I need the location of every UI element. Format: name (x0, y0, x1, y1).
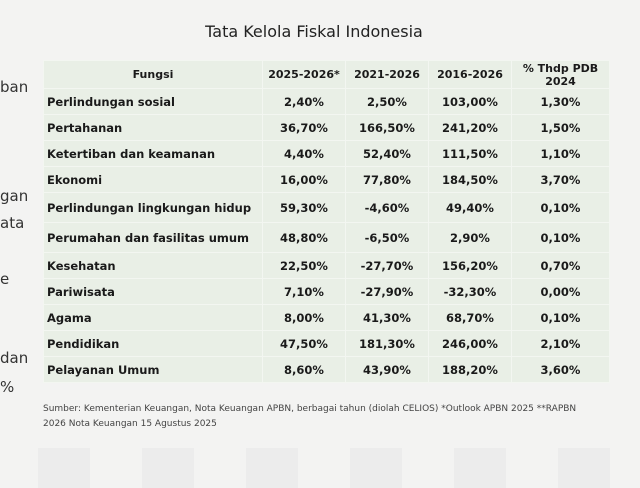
source-note: Sumber: Kementerian Keuangan, Nota Keuan… (43, 404, 577, 429)
cell-fungsi: Ekonomi (43, 166, 263, 193)
left-text-fragment: ban (0, 78, 29, 96)
cell-2016-2026: 103,00% (428, 88, 512, 115)
cell-pdb-2024: 0,10% (511, 304, 610, 331)
cell-fungsi: Perlindungan lingkungan hidup (43, 192, 263, 223)
cell-pdb-2024: 0,10% (511, 192, 610, 223)
header-2021-2026: 2021-2026 (345, 60, 429, 89)
left-text-fragment: gan (0, 187, 29, 205)
cell-fungsi: Perumahan dan fasilitas umum (43, 222, 263, 253)
cell-2021-2026: 2,50% (345, 88, 429, 115)
cell-2016-2026: 184,50% (428, 166, 512, 193)
cell-2025-2026: 4,40% (262, 140, 346, 167)
cell-2021-2026: -6,50% (345, 222, 429, 253)
cell-2025-2026: 8,00% (262, 304, 346, 331)
cell-2016-2026: 68,70% (428, 304, 512, 331)
cell-2025-2026: 22,50% (262, 252, 346, 279)
cell-2025-2026: 2,40% (262, 88, 346, 115)
cell-fungsi: Kesehatan (43, 252, 263, 279)
cell-2016-2026: 156,20% (428, 252, 512, 279)
table-row: Ketertiban dan keamanan 4,40% 52,40% 111,50… (43, 140, 610, 167)
cell-2016-2026: 188,20% (428, 356, 512, 383)
cell-fungsi: Pertahanan (43, 114, 263, 141)
cell-2016-2026: 49,40% (428, 192, 512, 223)
header-2025-2026: 2025-2026* (262, 60, 346, 89)
faded-block (558, 448, 610, 488)
cell-2021-2026: 41,30% (345, 304, 429, 331)
header-fungsi: Fungsi (43, 60, 263, 89)
header-2016-2026: 2016-2026 (428, 60, 512, 89)
cell-2025-2026: 36,70% (262, 114, 346, 141)
table-row: Kesehatan 22,50% -27,70% 156,20% 0,70% (43, 252, 610, 279)
faded-block (246, 448, 298, 488)
cell-2021-2026: -27,90% (345, 278, 429, 305)
table-row: Perumahan dan fasilitas umum 48,80% -6,50%… (43, 222, 610, 253)
cell-2025-2026: 7,10% (262, 278, 346, 305)
cell-2021-2026: 181,30% (345, 330, 429, 357)
table-row: Perlindungan sosial 2,40% 2,50% 103,00% 1,30… (43, 88, 610, 115)
left-text-fragment: % (0, 378, 15, 396)
cell-pdb-2024: 0,00% (511, 278, 610, 305)
faded-block (142, 448, 194, 488)
cell-2021-2026: -27,70% (345, 252, 429, 279)
cell-2016-2026: 2,90% (428, 222, 512, 253)
cell-2021-2026: -4,60% (345, 192, 429, 223)
cell-2021-2026: 52,40% (345, 140, 429, 167)
cell-pdb-2024: 1,10% (511, 140, 610, 167)
left-text-fragment: dan (0, 349, 29, 367)
cell-pdb-2024: 2,10% (511, 330, 610, 357)
cell-fungsi: Ketertiban dan keamanan (43, 140, 263, 167)
table-row: Pertahanan 36,70% 166,50% 241,20% 1,50% (43, 114, 610, 141)
cell-fungsi: Perlindungan sosial (43, 88, 263, 115)
table-row: Pariwisata 7,10% -27,90% -32,30% 0,00% (43, 278, 610, 305)
cell-pdb-2024: 0,70% (511, 252, 610, 279)
cell-pdb-2024: 3,60% (511, 356, 610, 383)
table-header-row: Fungsi 2025-2026* 2021-2026 2016-2026 % … (43, 60, 610, 89)
cell-2016-2026: -32,30% (428, 278, 512, 305)
header-pdb-2024: % Thdp PDB 2024 (511, 60, 610, 89)
cell-2025-2026: 59,30% (262, 192, 346, 223)
fiscal-table: Fungsi 2025-2026* 2021-2026 2016-2026 % … (43, 60, 610, 383)
cell-2021-2026: 77,80% (345, 166, 429, 193)
cell-pdb-2024: 1,50% (511, 114, 610, 141)
table-row: Agama 8,00% 41,30% 68,70% 0,10% (43, 304, 610, 331)
cell-fungsi: Pendidikan (43, 330, 263, 357)
left-text-fragment: e (0, 270, 10, 288)
cell-2021-2026: 166,50% (345, 114, 429, 141)
cell-2025-2026: 16,00% (262, 166, 346, 193)
cell-2021-2026: 43,90% (345, 356, 429, 383)
cell-2016-2026: 111,50% (428, 140, 512, 167)
cell-pdb-2024: 3,70% (511, 166, 610, 193)
faded-block (350, 448, 402, 488)
cell-2016-2026: 246,00% (428, 330, 512, 357)
cell-fungsi: Agama (43, 304, 263, 331)
cell-fungsi: Pelayanan Umum (43, 356, 263, 383)
cell-2025-2026: 8,60% (262, 356, 346, 383)
cell-pdb-2024: 0,10% (511, 222, 610, 253)
cell-pdb-2024: 1,30% (511, 88, 610, 115)
cell-fungsi: Pariwisata (43, 278, 263, 305)
left-text-fragment: ata (0, 214, 25, 232)
table-row: Perlindungan lingkungan hidup 59,30% -4,60… (43, 192, 610, 223)
faded-block (38, 448, 90, 488)
cell-2025-2026: 48,80% (262, 222, 346, 253)
table-row: Ekonomi 16,00% 77,80% 184,50% 3,70% (43, 166, 610, 193)
faded-block (454, 448, 506, 488)
page-title: Tata Kelola Fiskal Indonesia (205, 22, 423, 41)
table-row: Pelayanan Umum 8,60% 43,90% 188,20% 3,60% (43, 356, 610, 383)
table-row: Pendidikan 47,50% 181,30% 246,00% 2,10% (43, 330, 610, 357)
cell-2016-2026: 241,20% (428, 114, 512, 141)
cell-2025-2026: 47,50% (262, 330, 346, 357)
